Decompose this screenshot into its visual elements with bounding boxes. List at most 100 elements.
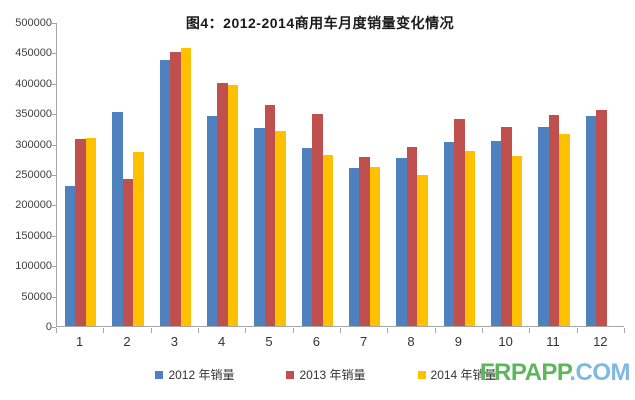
y-axis-tick-mark	[51, 175, 56, 176]
x-axis-tick-label: 6	[312, 334, 320, 349]
bar-2014-month-5	[275, 131, 286, 326]
legend: 2012 年销量 2013 年销量 2014 年销量	[56, 366, 596, 383]
bar-2013-month-7	[359, 156, 370, 326]
x-axis-tick-label: 5	[265, 334, 273, 349]
y-axis-tick-mark	[51, 235, 56, 237]
bar-2012-month-8	[396, 158, 407, 326]
bar-group-month-12	[578, 23, 625, 326]
y-axis-tick-label: 500000	[15, 17, 52, 29]
x-axis-tick-label: 12	[593, 334, 608, 349]
bar-2014-month-10	[511, 155, 523, 326]
x-axis-tick-mark	[292, 328, 294, 333]
y-axis-tick-label: 350000	[15, 108, 52, 121]
watermark-frpapp: FRPAPP	[479, 359, 570, 386]
x-axis-tick-mark	[624, 328, 625, 333]
y-axis-tick-mark	[51, 205, 56, 207]
legend-label: 2012 年销量	[168, 368, 235, 382]
bar-2013-month-4	[217, 82, 228, 326]
y-axis-tick-mark	[51, 53, 56, 55]
bar-2012-month-10	[490, 140, 502, 326]
y-axis-tick-label: 100000	[15, 260, 52, 273]
x-axis-tick-mark	[245, 328, 247, 333]
bar-group-month-1	[57, 23, 104, 326]
legend-swatch-icon	[286, 370, 295, 379]
legend-swatch-icon	[417, 370, 426, 379]
bar-2014-month-6	[322, 154, 334, 326]
x-axis-tick-mark	[387, 328, 389, 333]
bar-2013-month-11	[548, 115, 560, 326]
x-axis-tick-mark	[529, 328, 531, 333]
y-axis-tick-label: 150000	[15, 229, 52, 242]
legend-item-2013: 2013 年销量	[286, 366, 366, 383]
bar-2013-month-6	[312, 114, 323, 326]
watermark: FRPAPP.COM	[479, 359, 631, 387]
bar-2013-month-3	[170, 52, 181, 326]
bar-2014-month-2	[133, 152, 144, 326]
y-axis-tick-label: 50000	[21, 290, 52, 303]
legend-swatch-icon	[155, 370, 164, 379]
bar-2013-month-5	[264, 105, 276, 326]
x-axis-tick-label: 3	[170, 334, 178, 349]
bar-2013-month-8	[406, 146, 418, 326]
bar-2012-month-3	[159, 60, 171, 326]
y-axis-tick-mark	[51, 144, 56, 146]
y-axis-tick-label: 300000	[15, 138, 52, 151]
watermark-com: .COM	[569, 359, 630, 386]
x-axis-tick-mark	[482, 328, 483, 333]
bar-2014-month-7	[369, 166, 381, 326]
bar-group-month-4	[199, 23, 246, 326]
x-axis-tick-label: 8	[407, 334, 415, 349]
legend-label: 2013 年销量	[299, 368, 366, 382]
x-axis-tick-label: 10	[498, 334, 513, 349]
bar-2012-month-12	[585, 115, 597, 326]
y-axis-tick-label: 250000	[15, 169, 52, 181]
bar-group-month-10	[483, 23, 530, 326]
chart-title: 图4：2012-2014商用车月度销量变化情况	[185, 15, 455, 31]
y-axis-tick-label: 0	[45, 321, 52, 333]
bar-group-month-9	[436, 23, 483, 326]
y-axis-tick-mark	[51, 114, 56, 116]
bar-group-month-11	[530, 23, 577, 326]
bar-2012-month-6	[301, 147, 313, 326]
plot-area	[56, 23, 624, 327]
x-axis-tick-label: 1	[76, 334, 84, 349]
x-axis-tick-mark	[576, 328, 578, 333]
bar-2014-month-1	[85, 137, 97, 326]
bar-2012-month-5	[254, 128, 265, 326]
x-axis-tick-mark	[198, 328, 199, 333]
legend-item-2012: 2012 年销量	[155, 366, 234, 383]
y-axis-tick-label: 450000	[15, 47, 52, 60]
x-axis-tick-label: 4	[218, 334, 226, 349]
bar-group-month-6	[294, 23, 341, 326]
bar-group-month-2	[104, 23, 151, 326]
bar-group-month-5	[246, 23, 293, 326]
y-axis-tick-mark	[51, 83, 56, 85]
x-axis-tick-label: 9	[454, 334, 462, 349]
x-axis-tick-mark	[56, 328, 57, 333]
y-axis-tick-mark	[51, 296, 56, 298]
bar-2014-month-9	[464, 150, 476, 326]
bar-2013-month-12	[596, 109, 607, 326]
bar-2013-month-2	[122, 178, 134, 326]
bar-2013-month-10	[501, 127, 512, 326]
bar-group-month-8	[388, 23, 435, 326]
x-axis-tick-label: 2	[123, 334, 131, 349]
bar-group-month-3	[152, 23, 199, 326]
bar-2012-month-11	[538, 126, 549, 326]
bar-2012-month-1	[64, 186, 76, 326]
bar-2013-month-1	[75, 138, 86, 326]
bar-2012-month-4	[206, 115, 218, 326]
y-axis-tick-mark	[51, 327, 56, 328]
legend-label: 2014 年销量	[430, 368, 497, 382]
x-axis-tick-label: 7	[360, 334, 368, 349]
x-axis-tick-mark	[150, 328, 152, 333]
y-axis-tick-label: 400000	[15, 77, 52, 90]
y-axis-tick-mark	[51, 23, 56, 24]
bar-2012-month-7	[348, 167, 360, 326]
bar-2014-month-3	[180, 47, 192, 326]
y-axis-tick-mark	[51, 266, 56, 268]
bar-2012-month-2	[112, 111, 123, 326]
bar-2014-month-8	[417, 175, 428, 326]
bar-2014-month-4	[227, 85, 239, 326]
